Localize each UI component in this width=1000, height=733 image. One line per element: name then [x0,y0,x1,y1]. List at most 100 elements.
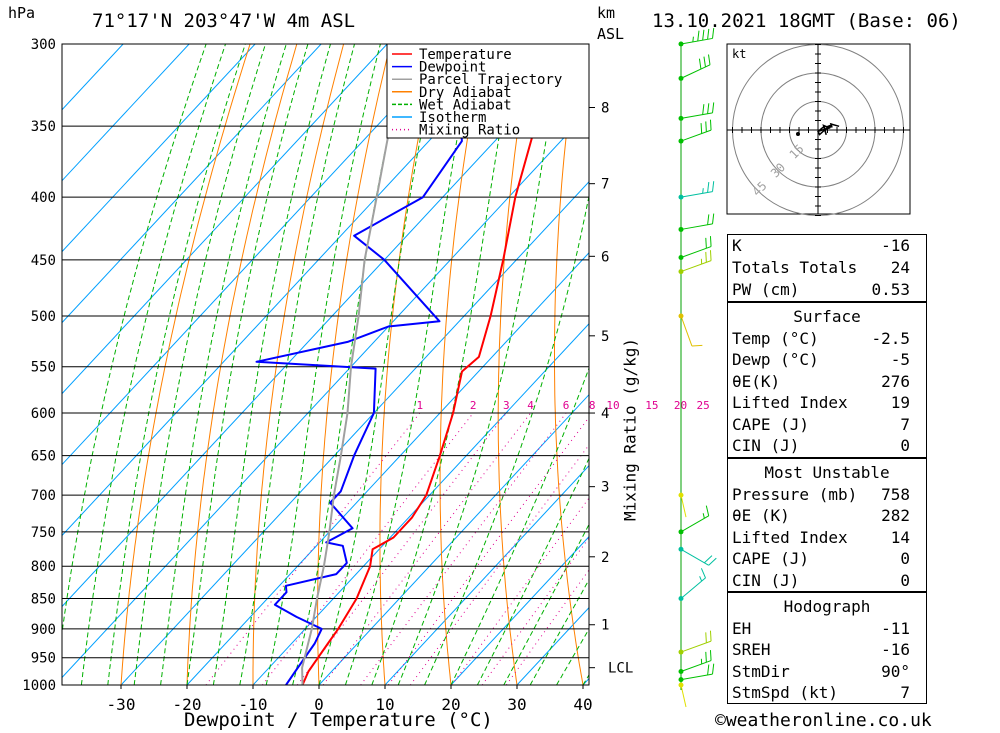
surface-value: -5 [890,350,910,369]
isotherm-line [450,535,589,685]
wind-barb [680,260,712,273]
index-value: 0.53 [871,280,910,299]
surface-value: 19 [890,393,910,412]
mixing-ratio-label: 1 [416,399,423,412]
index-label: Totals Totals [732,258,858,277]
wind-barb-flag [712,102,715,113]
mu-label: CIN (J) [732,571,800,590]
surface-row: Lifted Index 19 [728,393,926,414]
legend-label: Isotherm [419,110,486,126]
legend-label: Temperature [419,47,512,63]
x-tick-label: -30 [107,695,136,714]
mu-label: Pressure (mb) [732,485,858,504]
wind-barb [680,246,712,258]
isotherm-line [62,44,256,253]
hodo-value: 90° [881,662,910,681]
wind-barb-half [699,576,703,582]
pressure-tick-label: 700 [31,488,56,504]
wind-barb-flag [709,650,712,661]
isotherm-line [120,181,589,685]
wind-barb-flag [707,54,711,65]
pressure-tick-label: 500 [31,309,56,325]
mu-value: 14 [890,528,910,547]
mixing-ratio-label: 20 [674,399,687,412]
wind-barb-flag [705,632,707,643]
most-unstable-title: Most Unstable [764,463,890,482]
wind-barb [680,640,712,653]
wind-barb [680,191,713,198]
datetime-label: 13.10.2021 18GMT (Base: 06) [652,10,961,32]
height-tick-label: 3 [601,480,609,496]
height-unit-km: km [597,4,616,22]
wet-adiabat-line [503,523,589,685]
wind-barb-half [702,188,704,194]
height-tick-label: 2 [601,550,609,566]
axes-labels: 1 2 3 4 6 8 10 15 20 2530035040045050055060065070… [22,37,709,714]
wet-adiabat-line [133,44,266,685]
wind-barb [680,37,713,45]
hodo-value: -16 [881,640,910,659]
surface-label: Lifted Index [732,393,848,412]
hodograph-title: Hodograph [783,597,871,616]
isotherm-line [62,44,388,395]
isotherm-line [384,464,589,685]
surface-label: Dewp (°C) [732,350,819,369]
wind-barb [680,660,712,672]
pressure-tick-label: 450 [31,253,56,269]
hodo-label: StmSpd (kt) [732,683,838,702]
surface-row: θE(K) 276 [728,372,926,393]
mu-row: Lifted Index 14 [728,528,926,549]
isotherm-line [62,44,322,324]
height-tick-label: 1 [601,618,609,634]
x-tick-label: 20 [441,695,460,714]
pressure-tick-label: 900 [31,622,56,638]
wind-barb-flag [712,213,715,224]
wind-barb-flag [707,28,710,40]
index-row-pw: PW (cm) 0.53 [728,280,926,301]
pressure-tick-label: 750 [31,525,56,541]
hodo-label: SREH [732,640,771,659]
x-axis-title: Dewpoint / Temperature (°C) [184,709,493,731]
mixing-ratio-line [360,412,567,685]
copyright-link[interactable]: ©weatheronline.co.uk [715,710,932,731]
wet-adiabat-line [424,193,589,685]
index-value: 24 [890,258,910,277]
indices-panel: K -16 Totals Totals 24 PW (cm) 0.53 [727,234,927,302]
mixing-ratio-label: 15 [645,399,658,412]
wind-barb [680,577,706,599]
index-label: PW (cm) [732,280,800,299]
mixing-ratio-label: 8 [589,399,596,412]
isotherm-line [62,44,454,466]
wet-adiabat-line [107,44,246,685]
surface-label: CIN (J) [732,436,800,455]
wind-barb-flag [704,555,713,564]
surface-value: -2.5 [871,329,910,348]
mu-label: CAPE (J) [732,549,810,568]
hodograph-trace [817,122,840,136]
hodo-row: SREH -16 [728,640,926,661]
wind-barb-flag [709,250,712,261]
wind-barb-flag [698,58,702,70]
wind-barb-flag [712,663,715,675]
pressure-tick-label: 550 [31,360,56,376]
legend-label: Mixing Ratio [419,123,520,139]
wind-barb-flag [705,651,707,663]
wind-barb [680,129,712,142]
mu-label: Lifted Index [732,528,848,547]
mu-row: Pressure (mb) 758 [728,485,926,506]
height-tick-label: 8 [601,100,609,116]
wind-barb-half [692,36,694,42]
x-tick-label: 10 [375,695,394,714]
mu-label: θE (K) [732,506,790,525]
wind-barb-flag [700,123,703,134]
hodo-value: 7 [900,683,910,702]
wet-adiabat-line [186,44,309,685]
wind-barb-flag [712,181,715,192]
isotherm-line [62,44,190,182]
isotherm-line [318,393,589,685]
wind-barb-flag [705,505,710,516]
mixing-ratio-line [409,444,589,685]
